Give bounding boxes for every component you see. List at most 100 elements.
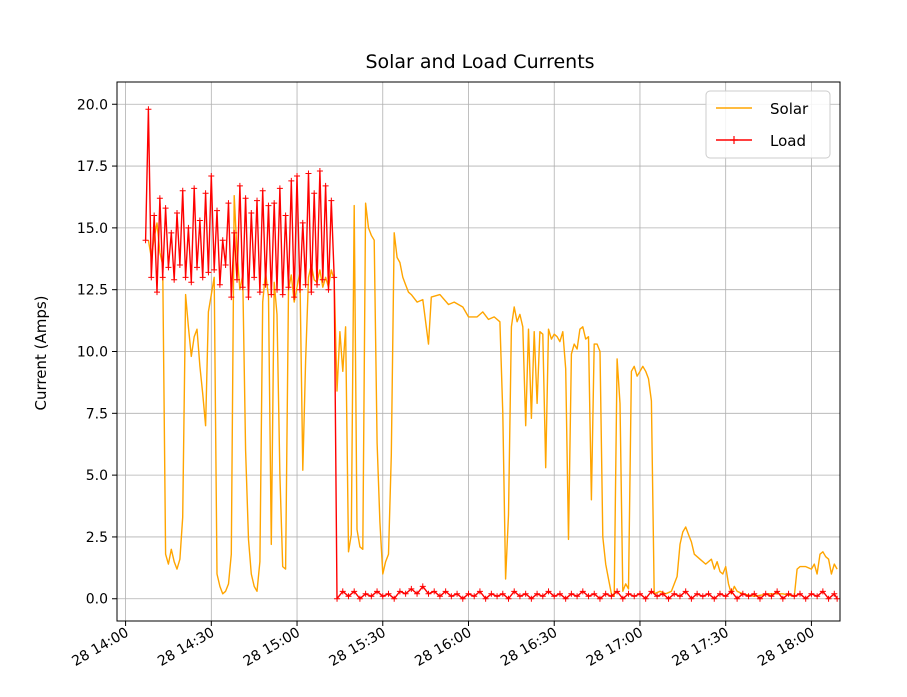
data-point-load bbox=[219, 237, 226, 244]
data-point-load bbox=[216, 281, 223, 288]
data-point-load bbox=[316, 168, 323, 175]
data-point-load bbox=[562, 595, 569, 602]
data-point-load bbox=[368, 593, 375, 600]
data-point-load bbox=[162, 205, 169, 212]
data-point-load bbox=[476, 588, 483, 595]
data-point-load bbox=[425, 590, 432, 597]
data-point-load bbox=[551, 593, 558, 600]
data-point-load bbox=[825, 595, 832, 602]
data-point-load bbox=[442, 588, 449, 595]
data-point-load bbox=[351, 588, 358, 595]
data-point-load bbox=[211, 266, 218, 273]
data-point-load bbox=[608, 593, 615, 600]
data-point-load bbox=[374, 588, 381, 595]
data-point-load bbox=[814, 593, 821, 600]
data-point-load bbox=[174, 210, 181, 217]
data-point-load bbox=[768, 593, 775, 600]
data-point-load bbox=[579, 588, 586, 595]
data-point-load bbox=[834, 595, 841, 602]
data-point-load bbox=[671, 590, 678, 597]
data-point-load bbox=[194, 264, 201, 271]
data-point-load bbox=[602, 590, 609, 597]
y-tick-label: 17.5 bbox=[77, 159, 108, 175]
data-point-load bbox=[302, 281, 309, 288]
data-point-load bbox=[331, 274, 338, 281]
data-point-load bbox=[414, 590, 421, 597]
y-tick-label: 0.0 bbox=[86, 592, 108, 608]
data-point-load bbox=[208, 172, 215, 179]
data-point-load bbox=[459, 595, 466, 602]
data-point-load bbox=[148, 274, 155, 281]
data-point-load bbox=[225, 200, 232, 207]
data-point-load bbox=[791, 593, 798, 600]
data-point-load bbox=[648, 588, 655, 595]
data-point-load bbox=[642, 595, 649, 602]
data-point-load bbox=[282, 212, 289, 219]
data-point-load bbox=[705, 590, 712, 597]
data-point-load bbox=[545, 588, 552, 595]
data-point-load bbox=[202, 190, 209, 197]
data-point-load bbox=[325, 286, 332, 293]
data-point-load bbox=[345, 593, 352, 600]
data-point-load bbox=[305, 170, 312, 177]
data-point-load bbox=[262, 281, 269, 288]
grid-lines bbox=[117, 82, 840, 621]
data-point-load bbox=[568, 590, 575, 597]
data-point-load bbox=[631, 593, 638, 600]
data-point-load bbox=[711, 595, 718, 602]
data-point-load bbox=[774, 588, 781, 595]
data-point-load bbox=[314, 281, 321, 288]
data-point-load bbox=[339, 588, 346, 595]
data-point-load bbox=[234, 276, 241, 283]
data-point-load bbox=[379, 593, 386, 600]
series-line-load bbox=[144, 108, 838, 600]
data-point-load bbox=[614, 588, 621, 595]
data-point-load bbox=[362, 590, 369, 597]
data-point-load bbox=[385, 590, 392, 597]
data-point-load bbox=[276, 185, 283, 192]
data-point-load bbox=[539, 593, 546, 600]
data-point-load bbox=[254, 197, 261, 204]
y-tick-label: 7.5 bbox=[86, 406, 108, 422]
data-point-load bbox=[831, 590, 838, 597]
data-point-load bbox=[319, 276, 326, 283]
data-point-load bbox=[511, 588, 518, 595]
data-point-load bbox=[296, 286, 303, 293]
data-point-load bbox=[154, 289, 161, 296]
data-point-load bbox=[676, 593, 683, 600]
data-point-load bbox=[251, 274, 258, 281]
data-point-load bbox=[756, 595, 763, 602]
data-point-load bbox=[745, 593, 752, 600]
data-point-load bbox=[682, 588, 689, 595]
data-point-load bbox=[728, 588, 735, 595]
data-point-load bbox=[556, 590, 563, 597]
y-tick-label: 15.0 bbox=[77, 221, 108, 237]
data-point-load bbox=[402, 590, 409, 597]
data-point-load bbox=[659, 590, 666, 597]
y-tick-label: 5.0 bbox=[86, 468, 108, 484]
legend-box bbox=[705, 90, 831, 159]
series-layer bbox=[142, 106, 841, 602]
data-point-load bbox=[188, 279, 195, 286]
data-point-load bbox=[334, 595, 341, 602]
data-point-load bbox=[516, 593, 523, 600]
data-point-load bbox=[636, 590, 643, 597]
data-point-load bbox=[471, 593, 478, 600]
series-line-solar bbox=[147, 195, 838, 597]
data-point-load bbox=[596, 595, 603, 602]
data-point-load bbox=[245, 294, 252, 301]
data-point-load bbox=[796, 590, 803, 597]
data-point-load bbox=[619, 595, 626, 602]
data-point-load bbox=[159, 274, 166, 281]
data-point-load bbox=[396, 588, 403, 595]
legend: Solar Load bbox=[705, 90, 831, 159]
data-point-load bbox=[454, 590, 461, 597]
data-point-load bbox=[574, 593, 581, 600]
data-point-load bbox=[779, 595, 786, 602]
data-point-load bbox=[168, 229, 175, 236]
data-point-load bbox=[688, 595, 695, 602]
data-point-load bbox=[625, 590, 632, 597]
data-point-load bbox=[391, 595, 398, 602]
data-point-load bbox=[228, 294, 235, 301]
